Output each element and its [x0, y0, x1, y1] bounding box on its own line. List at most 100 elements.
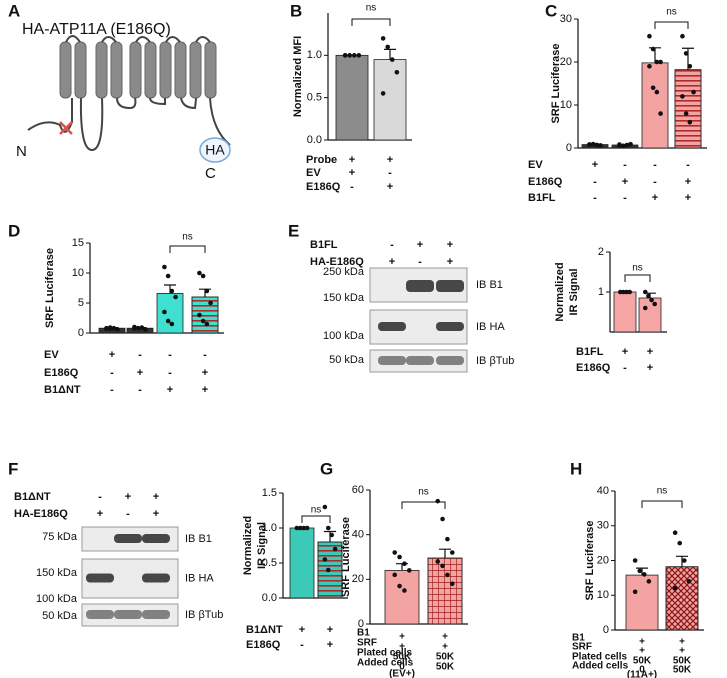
condition-value: -	[110, 384, 114, 396]
condition-value: +	[125, 491, 131, 503]
data-point	[683, 111, 689, 116]
data-point	[680, 94, 685, 99]
data-point	[642, 305, 648, 311]
condition-value: -	[168, 349, 172, 361]
data-point	[380, 36, 386, 41]
y-tick-label: 60	[352, 484, 364, 496]
data-point	[627, 289, 633, 295]
data-point	[329, 532, 335, 538]
data-point	[590, 141, 596, 147]
bar	[641, 62, 669, 149]
data-point	[402, 588, 407, 593]
condition-value: -	[168, 367, 172, 379]
data-point	[304, 525, 310, 531]
data-point	[641, 572, 647, 577]
size-marker: 75 kDa	[42, 531, 78, 543]
data-point	[681, 558, 687, 563]
data-point	[107, 326, 113, 332]
data-point	[169, 321, 175, 327]
y-axis-label: SRF Luciferase	[550, 43, 562, 123]
probe-label: IB HA	[476, 321, 505, 333]
condition-label: B1ΔNT	[14, 491, 51, 503]
y-tick-label: 1.0	[262, 522, 277, 534]
condition-value: 0	[399, 662, 405, 673]
topology-diagram: A HA-ATP11A (E186Q) N HA C	[8, 1, 231, 182]
condition-value: +	[647, 362, 653, 374]
condition-value: 50K	[393, 652, 412, 663]
data-point	[652, 301, 658, 307]
size-marker: 50 kDa	[42, 610, 78, 622]
data-point	[440, 516, 445, 522]
significance-bracket	[351, 18, 391, 26]
condition-label: EV	[44, 349, 59, 361]
significance-bracket	[301, 515, 331, 523]
condition-value: +	[153, 491, 159, 503]
data-point	[628, 141, 633, 147]
data-point	[294, 525, 300, 531]
y-tick-label: 30	[560, 13, 572, 25]
footnote: (11A+)	[627, 670, 657, 678]
bar-hatch	[191, 296, 219, 334]
condition-label: EV	[528, 159, 543, 171]
data-point	[587, 142, 592, 147]
y-tick-label: 20	[560, 56, 572, 68]
data-point	[208, 300, 213, 306]
condition-value: +	[202, 384, 208, 396]
y-axis-label: IR Signal	[256, 522, 268, 569]
data-point	[332, 546, 338, 552]
condition-value: +	[679, 646, 685, 657]
y-tick-label: 40	[352, 529, 364, 541]
data-point	[397, 554, 402, 560]
condition-value: +	[109, 349, 115, 361]
bar	[335, 54, 369, 141]
data-point	[658, 59, 663, 65]
y-tick-label: 2	[598, 246, 604, 258]
data-point	[200, 273, 206, 279]
condition-value: +	[137, 367, 143, 379]
data-point	[402, 561, 407, 566]
condition-label: B1	[572, 633, 585, 644]
error-bar	[676, 555, 688, 567]
data-point	[394, 69, 400, 75]
data-point	[686, 579, 692, 584]
y-axis-label: IR Signal	[568, 268, 580, 315]
size-marker: 100 kDa	[36, 593, 78, 605]
y-tick-label: 1.0	[307, 49, 322, 61]
bar-hatch	[427, 557, 463, 625]
data-point	[617, 289, 623, 295]
condition-value: -	[390, 239, 394, 251]
condition-label: B1	[357, 628, 370, 639]
condition-value: +	[622, 346, 628, 358]
blot-band	[114, 610, 142, 619]
data-point	[617, 143, 622, 148]
condition-label: EV	[306, 167, 321, 179]
condition-label: B1ΔNT	[44, 384, 81, 396]
condition-value: -	[623, 192, 627, 204]
panel-letter: E	[288, 221, 299, 240]
y-axis-label: SRF Luciferase	[584, 520, 596, 600]
probe-label: IB B1	[185, 533, 212, 545]
blot-band	[86, 610, 114, 619]
condition-label: B1FL	[576, 346, 604, 358]
data-point	[297, 525, 303, 531]
data-point	[642, 289, 648, 295]
data-point	[347, 53, 353, 58]
condition-value: -	[138, 349, 142, 361]
y-tick-label: 10	[560, 99, 572, 111]
condition-value: -	[388, 167, 392, 179]
data-point	[598, 143, 603, 148]
significance-bracket	[624, 274, 651, 282]
size-marker: 150 kDa	[323, 292, 365, 304]
condition-value: +	[97, 508, 103, 520]
data-point	[389, 57, 395, 62]
condition-value: -	[418, 256, 422, 268]
significance-label: ns	[366, 3, 377, 14]
data-point	[165, 318, 171, 324]
y-tick-label: 0	[566, 142, 572, 154]
data-point	[647, 64, 652, 69]
condition-label: B1ΔNT	[246, 624, 283, 636]
data-point	[637, 568, 643, 574]
blot-band	[86, 573, 114, 583]
data-point	[135, 325, 141, 331]
condition-value: +	[442, 642, 448, 653]
